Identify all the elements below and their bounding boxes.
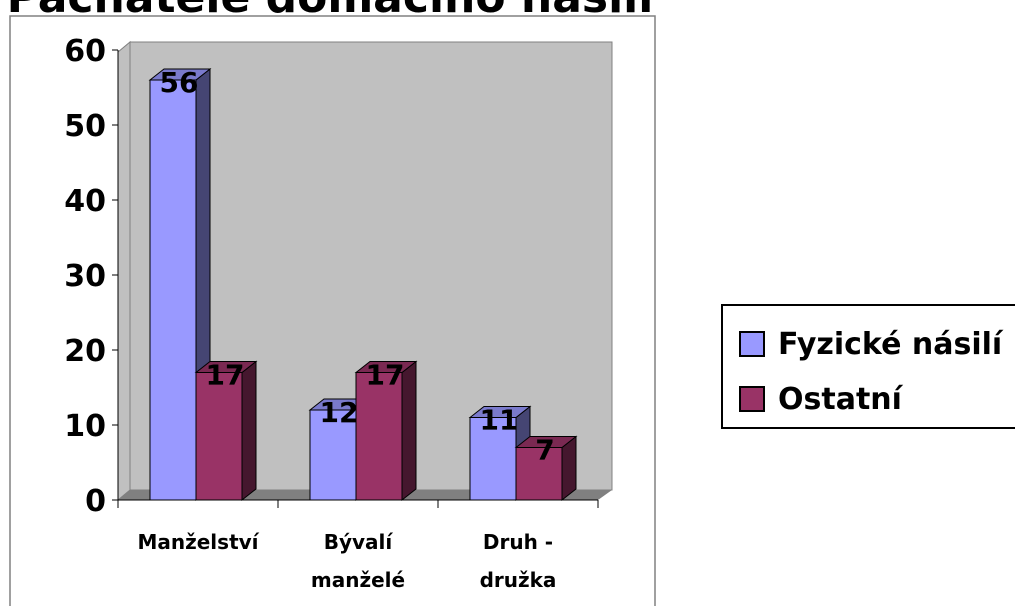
y-tick-label: 30 — [64, 259, 106, 294]
data-label: 7 — [535, 434, 554, 467]
data-label: 12 — [320, 396, 359, 429]
chart-title: Pachatelé domácího násilí — [7, 0, 657, 23]
side-wall — [117, 40, 131, 502]
data-label: 56 — [160, 66, 199, 99]
bar-front — [469, 417, 517, 501]
bar — [514, 435, 578, 502]
bar-front — [195, 372, 243, 501]
x-tick-label: Bývalí — [324, 530, 394, 554]
legend — [721, 304, 1015, 429]
legend-label: Ostatní — [778, 382, 904, 417]
bar-front — [149, 79, 197, 501]
legend-swatch — [739, 331, 765, 357]
y-tick-label: 20 — [64, 334, 106, 369]
bar — [354, 360, 418, 502]
data-label: 17 — [366, 359, 405, 392]
y-tick-label: 0 — [85, 484, 106, 519]
y-tick-label: 60 — [64, 34, 106, 69]
bar-front — [515, 447, 563, 501]
legend-label: Fyzické násilí — [778, 327, 1004, 362]
x-tick-label: družka — [480, 568, 557, 592]
x-tick-label: Manželství — [137, 530, 259, 554]
x-tick-label: manželé — [311, 568, 405, 592]
bar-front — [355, 372, 403, 501]
data-label: 11 — [480, 404, 519, 437]
y-tick-label: 40 — [64, 184, 106, 219]
y-tick-label: 50 — [64, 109, 106, 144]
x-tick-label: Druh - — [483, 530, 553, 554]
bar — [194, 360, 258, 502]
y-tick-label: 10 — [64, 409, 106, 444]
bar-front — [309, 409, 357, 501]
legend-swatch — [739, 386, 765, 412]
data-label: 17 — [206, 359, 245, 392]
